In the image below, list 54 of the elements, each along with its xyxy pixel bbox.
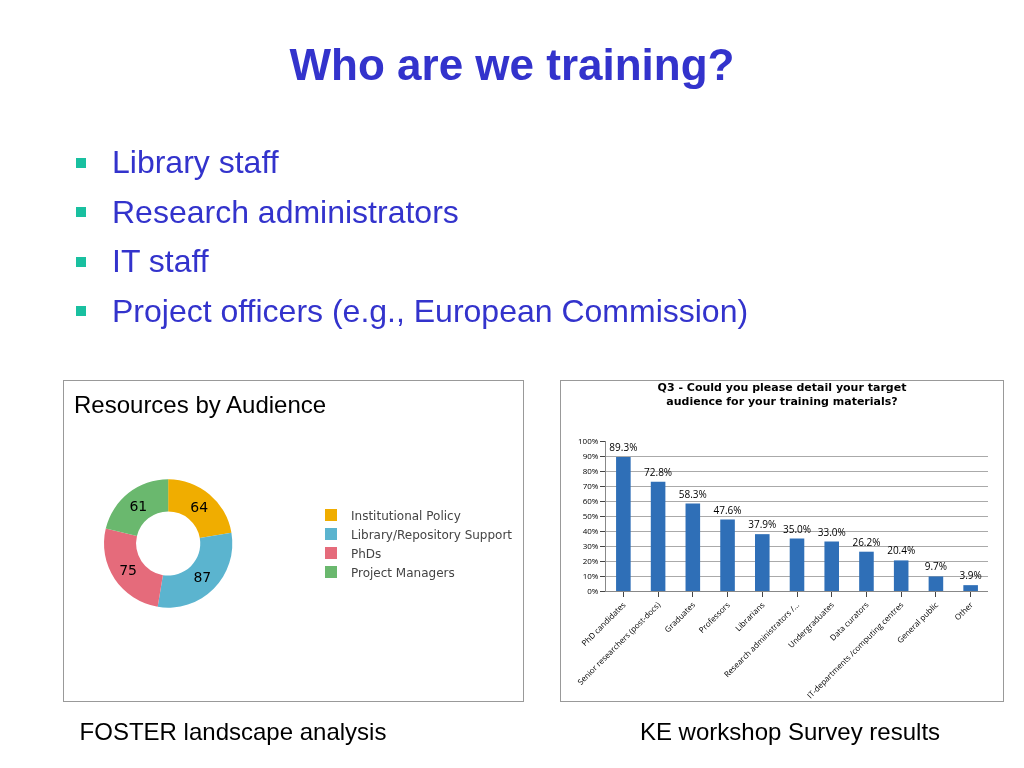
legend-label: Institutional Policy xyxy=(351,508,461,523)
chart-title: Resources by Audience xyxy=(74,391,327,419)
legend-label: PhDs xyxy=(351,546,382,561)
donut-slice xyxy=(157,532,233,608)
data-label: 37.9% xyxy=(748,517,777,532)
data-label: 72.8% xyxy=(644,464,673,479)
chart-title: Q3 - Could you please detail your target audience for your training materials? xyxy=(657,380,907,408)
data-label: 47.6% xyxy=(713,502,742,517)
data-label: 89.3% xyxy=(609,440,638,455)
data-label: 20.4% xyxy=(887,543,916,558)
text: Project officers (e.g., European Commission) xyxy=(112,292,749,330)
y-tick-label: 10% xyxy=(582,569,599,581)
data-label: 61 xyxy=(129,497,148,514)
donut-slice xyxy=(105,479,169,537)
data-label: 33.0% xyxy=(817,524,846,539)
data-label: 35.0% xyxy=(782,521,812,536)
data-label: 87 xyxy=(193,569,212,586)
text: Who are we training? xyxy=(288,40,736,90)
data-label: 3.9% xyxy=(959,568,982,583)
bar xyxy=(893,560,909,591)
data-label: 58.3% xyxy=(678,486,707,501)
text: Library staff xyxy=(112,144,279,182)
donut-slice xyxy=(104,528,163,607)
y-tick-label: 20% xyxy=(582,554,599,566)
y-tick-label: 80% xyxy=(582,464,599,476)
y-tick-label: 70% xyxy=(582,479,599,491)
legend-label: Project Managers xyxy=(351,565,455,580)
donut-slice xyxy=(168,479,232,539)
bar xyxy=(859,551,874,591)
data-label: 75 xyxy=(119,562,137,579)
text: IT staff xyxy=(112,243,209,281)
bar xyxy=(963,585,978,591)
y-tick-label: 0% xyxy=(587,584,599,596)
bar xyxy=(685,503,701,591)
y-tick-label: 50% xyxy=(582,509,599,521)
y-tick-label: 40% xyxy=(582,524,599,536)
text: FOSTER landscape analysis xyxy=(78,718,388,746)
bar xyxy=(650,481,666,591)
bar xyxy=(754,534,770,591)
text: KE workshop Survey results xyxy=(638,718,942,746)
y-tick-label: 60% xyxy=(582,494,599,506)
bar xyxy=(720,519,735,591)
bar xyxy=(616,457,631,591)
y-tick-label: 90% xyxy=(582,449,599,461)
y-tick-label: 100% xyxy=(578,434,599,446)
bar xyxy=(824,541,840,591)
legend-label: Library/Repository Support xyxy=(351,527,513,542)
data-label: 26.2% xyxy=(852,534,881,549)
text: Research administrators xyxy=(112,193,459,231)
data-label: 9.7% xyxy=(924,559,948,574)
bar xyxy=(789,538,805,591)
data-label: 64 xyxy=(190,498,209,515)
y-tick-label: 30% xyxy=(582,539,599,551)
bar xyxy=(928,576,944,591)
